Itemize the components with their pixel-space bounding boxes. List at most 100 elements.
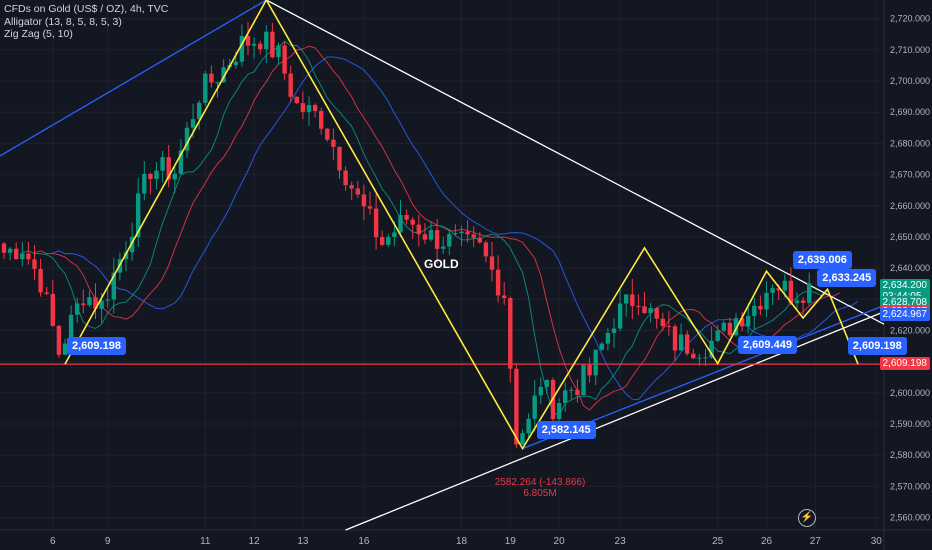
candle-body — [532, 395, 537, 419]
candle-body — [251, 43, 257, 46]
candle-body — [331, 139, 336, 147]
candle-body — [636, 305, 641, 307]
x-tick-label: 26 — [761, 536, 773, 547]
chart-legend: CFDs on Gold (US$ / OZ), 4h, TVC Alligat… — [4, 3, 168, 41]
price-axis-tag-value: 2,628.708 — [882, 297, 928, 309]
candle-body — [477, 237, 482, 243]
candle-body — [154, 170, 159, 179]
price-axis-tag-value: 2,624.967 — [882, 308, 928, 320]
y-tick-label: 2,670.000 — [890, 170, 930, 180]
y-tick-label: 2,580.000 — [890, 450, 930, 460]
y-tick-label: 2,650.000 — [890, 232, 930, 242]
y-tick-label: 2,660.000 — [890, 201, 930, 211]
candle-body — [605, 332, 611, 344]
zigzag-price-label: 2,609.198 — [847, 337, 907, 356]
candle-body — [544, 380, 550, 387]
candle-body — [62, 343, 68, 355]
candle-body — [563, 390, 568, 403]
candle-body — [7, 248, 13, 253]
candle-body — [495, 269, 501, 296]
y-tick-label: 2,640.000 — [890, 263, 930, 273]
y-tick-label: 2,690.000 — [890, 107, 930, 117]
candle-body — [325, 128, 330, 140]
price-axis-tag: 2,624.967 — [879, 307, 930, 321]
candle-body — [502, 295, 507, 299]
candle-body — [428, 230, 434, 240]
candle-body — [422, 234, 428, 240]
candle-body — [312, 104, 318, 112]
candles — [1, 21, 812, 449]
candle-body — [678, 334, 684, 351]
candle-body — [648, 308, 653, 314]
flash-icon[interactable]: ⚡ — [798, 509, 816, 527]
legend-zigzag[interactable]: Zig Zag (5, 10) — [4, 28, 73, 40]
candle-body — [75, 303, 80, 315]
candle-body — [807, 283, 812, 303]
x-tick-label: 11 — [200, 536, 211, 547]
candle-body — [514, 368, 519, 445]
candle-body — [221, 67, 226, 83]
candle-body — [593, 349, 598, 376]
price-axis-tag-value: 2,609.198 — [882, 358, 928, 370]
candle-body — [160, 157, 165, 171]
candle-body — [794, 300, 800, 304]
x-tick-label: 9 — [105, 536, 111, 547]
candle-body — [373, 208, 379, 238]
zigzag-price-label: 2,633.245 — [817, 269, 877, 288]
candle-body — [355, 188, 360, 195]
candle-body — [398, 214, 403, 233]
candle-body — [93, 297, 98, 309]
candle-body — [788, 280, 794, 304]
low-annotation-volume: 6.805M — [523, 488, 557, 499]
legend-alligator[interactable]: Alligator (13, 8, 5, 8, 5, 3) — [4, 15, 122, 28]
candle-body — [617, 303, 623, 329]
candle-body — [660, 318, 665, 326]
candle-body — [764, 292, 769, 310]
y-tick-label: 2,560.000 — [890, 513, 930, 523]
candle-body — [569, 389, 574, 391]
candle-body — [453, 233, 458, 235]
symbol-watermark: GOLD — [424, 257, 459, 271]
y-tick-label: 2,710.000 — [890, 45, 930, 55]
candle-body — [239, 35, 245, 62]
candle-body — [1, 243, 7, 253]
x-tick-label: 23 — [615, 536, 627, 547]
zigzag-price-label: 2,609.449 — [738, 336, 797, 355]
candle-body — [739, 318, 745, 327]
candle-body — [709, 340, 714, 358]
candle-body — [288, 73, 293, 97]
candle-body — [538, 386, 543, 396]
candle-body — [184, 127, 190, 151]
candle-body — [624, 294, 629, 304]
y-tick-label: 2,570.000 — [890, 481, 930, 491]
y-tick-label: 2,620.000 — [890, 325, 930, 335]
candle-body — [489, 256, 495, 270]
y-tick-label: 2,720.000 — [890, 14, 930, 24]
candle-body — [14, 248, 19, 260]
candle-body — [111, 272, 116, 300]
candle-body — [215, 82, 220, 84]
candle-body — [410, 219, 415, 225]
candle-body — [87, 297, 92, 305]
candle-body — [136, 193, 141, 238]
candle-body — [81, 303, 86, 305]
candle-body — [459, 231, 464, 234]
x-tick-label: 16 — [358, 536, 370, 547]
y-tick-label: 2,680.000 — [890, 138, 930, 148]
candle-body — [105, 299, 110, 301]
candle-body — [276, 45, 281, 58]
candle-body — [178, 150, 184, 174]
candle-body — [703, 357, 708, 359]
candle-body — [68, 314, 74, 344]
candle-body — [685, 334, 690, 354]
candle-body — [721, 322, 726, 331]
price-axis-tag-value: 2,634.200 — [882, 280, 928, 292]
candle-body — [258, 43, 263, 50]
candle-body — [642, 306, 647, 314]
candle-body — [300, 103, 306, 112]
y-tick-label: 2,590.000 — [890, 419, 930, 429]
x-tick-label: 18 — [456, 536, 468, 547]
candle-body — [203, 73, 208, 103]
